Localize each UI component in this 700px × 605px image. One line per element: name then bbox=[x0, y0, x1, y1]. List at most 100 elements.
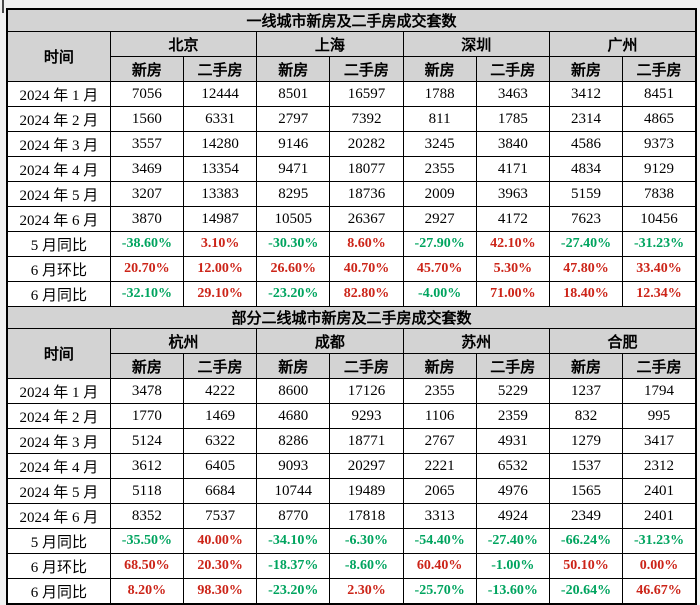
pct-cell: -20.64% bbox=[548, 578, 624, 605]
pct-row: 6 月环比 68.50% 20.30% -18.37% -8.60% 60.40% -1.0… bbox=[6, 553, 697, 579]
pct-row: 5 月同比 -38.60% 3.10% -30.30% 8.60% -27.90% 42.1… bbox=[6, 231, 697, 257]
row-label: 2024 年 4 月 bbox=[6, 156, 111, 182]
subheader-row: 新房 二手房 新房 二手房 新房 二手房 新房 二手房 bbox=[7, 353, 697, 379]
value-cell: 10456 bbox=[622, 206, 697, 232]
value-cell: 10744 bbox=[256, 478, 331, 504]
value-cell: 4976 bbox=[475, 478, 550, 504]
value-cell: 8286 bbox=[256, 428, 331, 454]
value-cell: 7056 bbox=[109, 81, 184, 107]
pct-cell: 12.00% bbox=[182, 256, 258, 282]
value-cell: 5229 bbox=[475, 378, 550, 404]
city-header: 苏州 bbox=[402, 328, 550, 354]
pct-cell: -27.90% bbox=[402, 231, 477, 257]
table-row: 2024 年 5 月 5118 6684 10744 19489 2065 4976 1565… bbox=[6, 478, 697, 504]
pct-cell: -18.37% bbox=[256, 553, 331, 579]
row-label: 2024 年 1 月 bbox=[6, 378, 111, 404]
pct-cell: -6.30% bbox=[329, 528, 404, 554]
sub-header: 二手房 bbox=[182, 56, 258, 82]
value-cell: 2355 bbox=[402, 378, 477, 404]
value-cell: 1794 bbox=[622, 378, 697, 404]
value-cell: 7537 bbox=[182, 503, 258, 529]
table-title: 一线城市新房及二手房成交套数 bbox=[6, 8, 697, 32]
row-label: 2024 年 2 月 bbox=[6, 403, 111, 429]
value-cell: 2359 bbox=[475, 403, 550, 429]
value-cell: 2221 bbox=[402, 453, 477, 479]
pct-cell: 47.80% bbox=[548, 256, 624, 282]
value-cell: 26367 bbox=[329, 206, 404, 232]
value-cell: 20282 bbox=[329, 131, 404, 157]
value-cell: 2767 bbox=[402, 428, 477, 454]
value-cell: 9471 bbox=[256, 156, 331, 182]
value-cell: 3313 bbox=[402, 503, 477, 529]
row-label: 2024 年 3 月 bbox=[6, 131, 111, 157]
value-cell: 6532 bbox=[475, 453, 550, 479]
pct-row-label: 6 月同比 bbox=[6, 578, 111, 605]
pct-cell: 2.30% bbox=[329, 578, 404, 605]
value-cell: 8352 bbox=[109, 503, 184, 529]
pct-cell: -32.10% bbox=[109, 281, 184, 307]
time-header: 时间 bbox=[6, 328, 111, 379]
sub-header: 二手房 bbox=[329, 353, 404, 379]
pct-cell: -23.20% bbox=[256, 281, 331, 307]
row-label: 2024 年 4 月 bbox=[6, 453, 111, 479]
pct-cell: -31.23% bbox=[622, 528, 697, 554]
value-cell: 18736 bbox=[329, 181, 404, 207]
value-cell: 6684 bbox=[182, 478, 258, 504]
value-cell: 4834 bbox=[548, 156, 624, 182]
city-header-row: 时间 杭州 成都 苏州 合肥 bbox=[6, 328, 697, 379]
value-cell: 3412 bbox=[548, 81, 624, 107]
value-cell: 1237 bbox=[548, 378, 624, 404]
pct-row: 5 月同比 -35.50% 40.00% -34.10% -6.30% -54.40% -2… bbox=[6, 528, 697, 554]
sub-header: 新房 bbox=[256, 353, 331, 379]
value-cell: 6405 bbox=[182, 453, 258, 479]
sub-header: 二手房 bbox=[475, 56, 550, 82]
value-cell: 8770 bbox=[256, 503, 331, 529]
value-cell: 5118 bbox=[109, 478, 184, 504]
sub-header: 新房 bbox=[402, 56, 477, 82]
value-cell: 4171 bbox=[475, 156, 550, 182]
city-header: 北京 bbox=[109, 31, 258, 57]
pct-cell: 8.20% bbox=[109, 578, 184, 605]
table-row: 2024 年 1 月 3478 4222 8600 17126 2355 5229 1237 1… bbox=[6, 378, 697, 404]
pct-cell: -54.40% bbox=[402, 528, 477, 554]
pct-cell: 18.40% bbox=[548, 281, 624, 307]
sub-header: 二手房 bbox=[182, 353, 258, 379]
value-cell: 2349 bbox=[548, 503, 624, 529]
pct-cell: -35.50% bbox=[109, 528, 184, 554]
pct-cell: -27.40% bbox=[475, 528, 550, 554]
value-cell: 3417 bbox=[622, 428, 697, 454]
city-header: 杭州 bbox=[109, 328, 258, 354]
row-label: 2024 年 5 月 bbox=[6, 478, 111, 504]
value-cell: 3478 bbox=[109, 378, 184, 404]
pct-cell: 46.67% bbox=[622, 578, 697, 605]
value-cell: 2312 bbox=[622, 453, 697, 479]
value-cell: 12444 bbox=[182, 81, 258, 107]
value-cell: 5159 bbox=[548, 181, 624, 207]
value-cell: 9146 bbox=[256, 131, 331, 157]
row-label: 2024 年 3 月 bbox=[6, 428, 111, 454]
value-cell: 4680 bbox=[256, 403, 331, 429]
table-title: 部分二线城市新房及二手房成交套数 bbox=[6, 306, 697, 329]
sub-header: 新房 bbox=[548, 56, 624, 82]
table-row: 2024 年 5 月 3207 13383 8295 18736 2009 3963 5159… bbox=[6, 181, 697, 207]
value-cell: 7838 bbox=[622, 181, 697, 207]
pct-cell: 40.00% bbox=[182, 528, 258, 554]
value-cell: 18077 bbox=[329, 156, 404, 182]
value-cell: 995 bbox=[622, 403, 697, 429]
sub-header: 二手房 bbox=[475, 353, 550, 379]
city-header: 广州 bbox=[548, 31, 697, 57]
transactions-table-body: 一线城市新房及二手房成交套数 时间 北京 上海 深圳 广州 新房 二手房 新房 二手房 新房 二手房新… bbox=[6, 8, 697, 605]
pct-cell: -1.00% bbox=[475, 553, 550, 579]
sub-header: 新房 bbox=[548, 353, 624, 379]
housing-transactions-tables: 一线城市新房及二手房成交套数 时间 北京 上海 深圳 广州 新房 二手房 新房 二手房 新房 二手房新… bbox=[6, 8, 697, 605]
pct-cell: 20.30% bbox=[182, 553, 258, 579]
value-cell: 1560 bbox=[109, 106, 184, 132]
value-cell: 9093 bbox=[256, 453, 331, 479]
value-cell: 14987 bbox=[182, 206, 258, 232]
value-cell: 1770 bbox=[109, 403, 184, 429]
pct-cell: 82.80% bbox=[329, 281, 404, 307]
pct-cell: 3.10% bbox=[182, 231, 258, 257]
pct-row-label: 6 月同比 bbox=[6, 281, 111, 307]
sub-header: 新房 bbox=[109, 353, 184, 379]
pct-row: 6 月同比 -32.10% 29.10% -23.20% 82.80% -4.00% 71.… bbox=[6, 281, 697, 307]
